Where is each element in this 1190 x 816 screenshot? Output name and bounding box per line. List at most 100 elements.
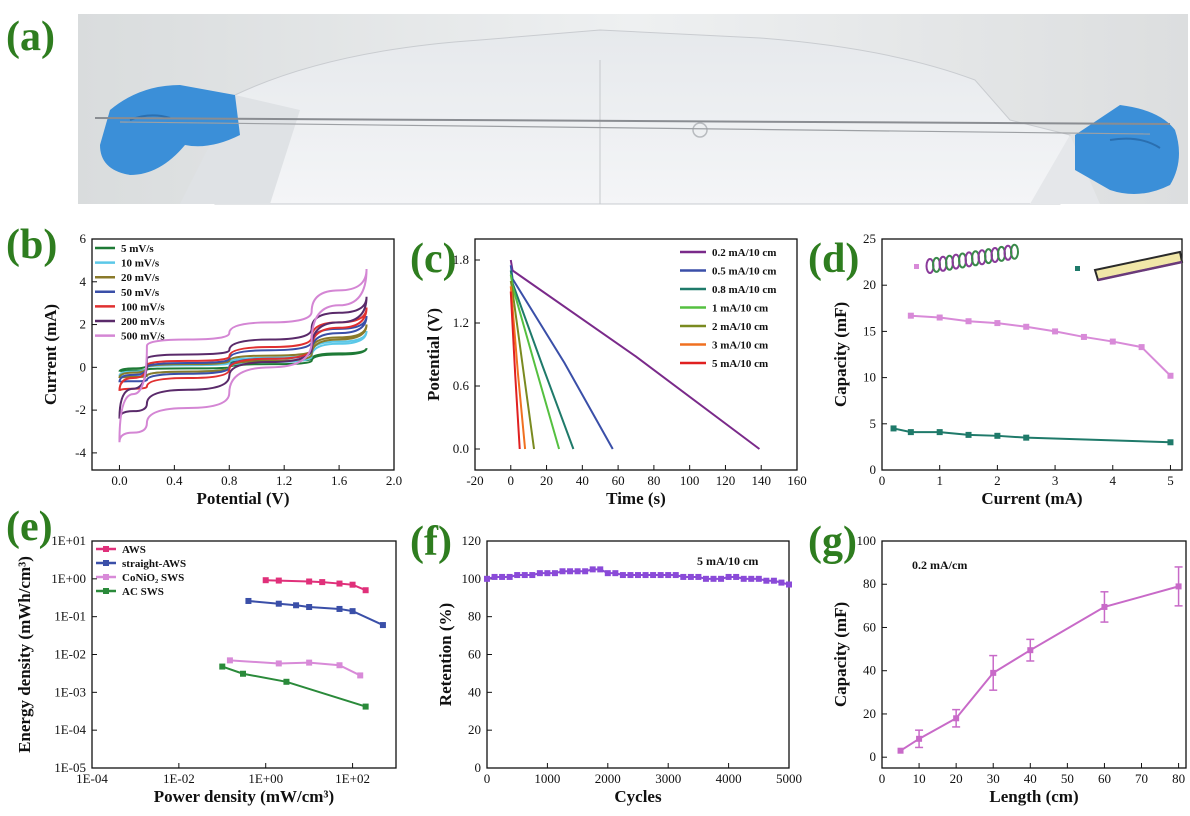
- data-point: [994, 320, 1001, 327]
- x-tick-label: 1.6: [331, 473, 348, 488]
- y-tick-label: 1.8: [453, 252, 469, 267]
- data-point: [275, 577, 282, 584]
- data-point: [306, 604, 313, 611]
- y-tick-label: -2: [75, 402, 86, 417]
- y-tick-label: 6: [80, 231, 87, 246]
- legend-label: 100 mV/s: [121, 301, 165, 313]
- x-tick-label: 60: [1098, 771, 1111, 786]
- chart-f: 0 1000 2000 3000 4000 5000 0 20 40 60 80 100 120 Cycl…: [436, 533, 802, 806]
- y-tick-label: -4: [75, 445, 86, 460]
- data-point: [619, 572, 626, 579]
- data-point: [755, 575, 762, 582]
- y-tick-label: 20: [863, 277, 876, 292]
- data-point: [1101, 603, 1108, 610]
- y-tick-label: 60: [468, 647, 481, 662]
- y-tick-label: 1E-01: [54, 609, 86, 624]
- legend-marker: [103, 574, 109, 580]
- data-point: [936, 429, 943, 436]
- y-tick-label: 25: [863, 231, 876, 246]
- x-tick-label: 0.4: [166, 473, 183, 488]
- data-point: [275, 600, 282, 607]
- panel-label-e: (e): [6, 504, 53, 550]
- coiled-fiber-icon: [925, 243, 1019, 274]
- data-point: [349, 608, 356, 615]
- data-point: [514, 572, 521, 579]
- x-tick-label: 5000: [776, 771, 802, 786]
- series-line-7: [509, 291, 521, 450]
- data-point: [559, 568, 566, 575]
- legend-label: 50 mV/s: [121, 287, 160, 299]
- legend-marker: [103, 560, 109, 566]
- y-tick-label: 120: [462, 533, 482, 548]
- y-axis-label: Capacity (mF): [831, 602, 850, 707]
- straight-fiber-edge: [1097, 260, 1183, 282]
- data-point: [521, 572, 528, 579]
- data-point: [657, 572, 664, 579]
- y-axis-label: Retention (%): [436, 603, 455, 706]
- series-line-3: [509, 270, 575, 450]
- series-line-1: [910, 314, 1172, 377]
- data-point: [965, 431, 972, 438]
- x-tick-label: 40: [1024, 771, 1037, 786]
- data-point: [604, 570, 611, 577]
- data-point: [574, 568, 581, 575]
- y-tick-label: 1E+01: [51, 533, 86, 548]
- legend-marker: [1075, 266, 1080, 271]
- x-tick-label: 4: [1110, 473, 1117, 488]
- data-point: [499, 573, 506, 580]
- data-point: [379, 622, 386, 629]
- data-point: [1138, 344, 1145, 351]
- data-point: [710, 575, 717, 582]
- data-point: [612, 570, 619, 577]
- legend-label: 0.8 mA/10 cm: [712, 284, 776, 296]
- y-tick-label: 1E-05: [54, 760, 86, 775]
- data-point: [336, 580, 343, 587]
- data-point: [262, 577, 269, 584]
- x-tick-label: 140: [751, 473, 771, 488]
- series-line-1: [899, 585, 1179, 752]
- data-point: [293, 602, 300, 609]
- y-tick-label: 40: [468, 684, 481, 699]
- data-point: [1023, 323, 1030, 330]
- series-line-2: [248, 599, 384, 626]
- data-point: [778, 579, 785, 586]
- data-point: [544, 570, 551, 577]
- annotation: 0.2 mA/cm: [912, 558, 967, 572]
- data-point: [890, 425, 897, 432]
- data-point: [687, 573, 694, 580]
- data-point: [770, 577, 777, 584]
- y-tick-label: 40: [863, 663, 876, 678]
- x-tick-label: 1E-02: [163, 771, 195, 786]
- y-tick-label: 0: [870, 462, 877, 477]
- legend-label: 200 mV/s: [121, 316, 165, 328]
- data-point: [1052, 328, 1059, 335]
- y-axis-label: Capacity (mF): [831, 302, 850, 407]
- x-tick-label: 1E-04: [76, 771, 108, 786]
- series-line-6: [118, 296, 368, 419]
- y-tick-label: 1.2: [453, 315, 469, 330]
- plot-frame: [881, 540, 1187, 769]
- series-line-4: [221, 665, 366, 708]
- data-point: [897, 747, 904, 754]
- legend-marker: [914, 264, 919, 269]
- data-point: [245, 597, 252, 604]
- x-tick-label: 0: [508, 473, 515, 488]
- data-point: [529, 572, 536, 579]
- y-tick-label: 80: [468, 609, 481, 624]
- chart-e: 1E-04 1E-02 1E+00 1E+021E-051E-041E-031E-02…: [15, 533, 397, 806]
- y-tick-label: 1E+00: [51, 571, 86, 586]
- legend-marker: [103, 546, 109, 552]
- y-tick-label: 0: [870, 749, 877, 764]
- x-axis-label: Potential (V): [196, 489, 289, 508]
- data-point: [597, 566, 604, 573]
- x-tick-label: 0.0: [111, 473, 127, 488]
- y-tick-label: 80: [863, 576, 876, 591]
- data-point: [336, 662, 343, 669]
- annotation: 5 mA/10 cm: [697, 554, 758, 568]
- data-point: [748, 575, 755, 582]
- data-point: [306, 659, 313, 666]
- series-line-4: [118, 315, 368, 384]
- data-point: [1167, 439, 1174, 446]
- legend-label: 1 mA/10 cm: [712, 303, 768, 315]
